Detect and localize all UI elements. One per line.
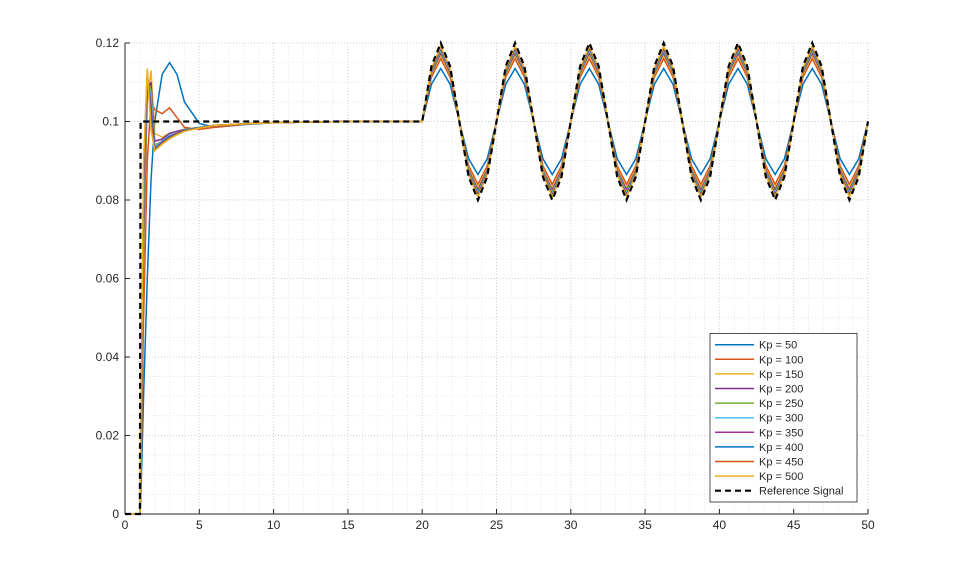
x-tick-label: 10 — [267, 518, 281, 532]
x-tick-label: 15 — [341, 518, 355, 532]
legend-label: Kp = 100 — [759, 354, 803, 366]
y-tick-label: 0.02 — [96, 429, 120, 443]
legend-label: Kp = 150 — [759, 369, 803, 381]
x-tick-label: 45 — [787, 518, 801, 532]
y-tick-label: 0 — [112, 507, 119, 521]
x-tick-label: 25 — [490, 518, 504, 532]
x-tick-label: 0 — [122, 518, 129, 532]
legend-label: Kp = 200 — [759, 384, 803, 396]
x-tick-label: 5 — [196, 518, 203, 532]
series-line — [125, 40, 870, 516]
x-tick-label: 30 — [564, 518, 578, 532]
legend-label: Reference Signal — [759, 486, 843, 498]
y-tick-label: 0.12 — [96, 36, 120, 50]
legend-label: Kp = 350 — [759, 427, 803, 439]
legend-label: Kp = 250 — [759, 398, 803, 410]
legend: Kp = 50 Kp = 100 Kp = 150 Kp = 200 Kp = 250 K… — [709, 332, 858, 503]
x-tick-label: 35 — [638, 518, 652, 532]
legend-label: Kp = 50 — [759, 340, 797, 352]
y-tick-label: 0.08 — [96, 193, 120, 207]
legend-label: Kp = 450 — [759, 457, 803, 469]
x-tick-label: 50 — [861, 518, 875, 532]
legend-label: Kp = 400 — [759, 442, 803, 454]
legend-label: Kp = 300 — [759, 413, 803, 425]
y-tick-label: 0.04 — [96, 350, 120, 364]
y-tick-label: 0.06 — [96, 272, 120, 286]
y-tick-label: 0.1 — [102, 115, 119, 129]
x-tick-label: 20 — [416, 518, 430, 532]
x-tick-label: 40 — [713, 518, 727, 532]
legend-label: Kp = 500 — [759, 471, 803, 483]
